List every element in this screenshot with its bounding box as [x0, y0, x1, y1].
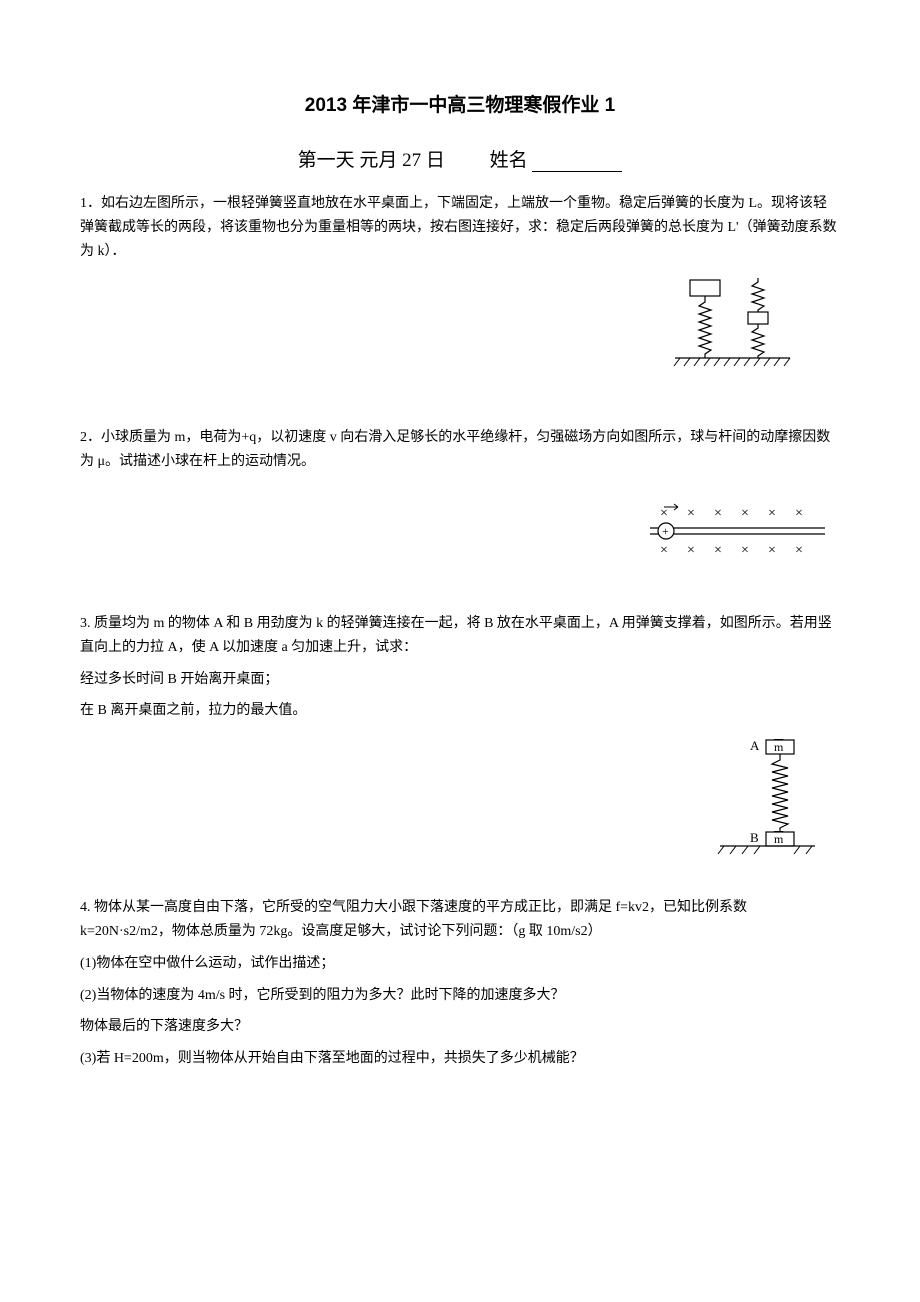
name-label: 姓名 [490, 150, 528, 171]
q3-line3: 在 B 离开桌面之前，拉力的最大值。 [80, 699, 840, 723]
svg-text:×: × [714, 506, 722, 521]
page-container: 2013 年津市一中高三物理寒假作业 1 第一天 元月 27 日 姓名 1．如右… [0, 0, 920, 1151]
q4-line2: (1)物体在空中做什么运动，试作出描述； [80, 952, 840, 976]
svg-text:A: A [750, 738, 760, 753]
svg-text:m: m [774, 740, 784, 754]
svg-text:×: × [741, 506, 749, 521]
q3-line2: 经过多长时间 B 开始离开桌面； [80, 668, 840, 692]
q3-line1: 3. 质量均为 m 的物体 A 和 B 用劲度为 k 的轻弹簧连接在一起，将 B… [80, 612, 840, 660]
q1-text: 1．如右边左图所示，一根轻弹簧竖直地放在水平桌面上，下端固定，上端放一个重物。稳… [80, 192, 840, 263]
question-3: 3. 质量均为 m 的物体 A 和 B 用劲度为 k 的轻弹簧连接在一起，将 B… [80, 612, 840, 866]
svg-text:×: × [687, 506, 695, 521]
name-blank-line [532, 171, 622, 172]
svg-text:×: × [660, 506, 668, 521]
q2-text: 2．小球质量为 m，电荷为+q，以初速度 v 向右滑入足够长的水平绝缘杆，匀强磁… [80, 426, 840, 474]
svg-text:×: × [741, 543, 749, 558]
question-4: 4. 物体从某一高度自由下落，它所受的空气阻力大小跟下落速度的平方成正比，即满足… [80, 896, 840, 1071]
q1-diagram [670, 276, 810, 376]
q4-line5: (3)若 H=200m，则当物体从开始自由下落至地面的过程中，共损失了多少机械能… [80, 1047, 840, 1071]
svg-text:×: × [795, 506, 803, 521]
day-label: 第一天 元月 27 日 [298, 150, 445, 171]
svg-text:×: × [768, 506, 776, 521]
subtitle-line: 第一天 元月 27 日 姓名 [80, 145, 840, 172]
svg-text:×: × [687, 543, 695, 558]
svg-text:×: × [768, 543, 776, 558]
q4-line4: 物体最后的下落速度多大？ [80, 1015, 840, 1039]
svg-text:m: m [774, 832, 784, 846]
question-2: 2．小球质量为 m，电荷为+q，以初速度 v 向右滑入足够长的水平绝缘杆，匀强磁… [80, 426, 840, 562]
q4-line3: (2)当物体的速度为 4m/s 时，它所受到的阻力为多大？此时下降的加速度多大？ [80, 984, 840, 1008]
q2-diagram: × × × × × × + × × × × × [650, 502, 830, 562]
svg-text:×: × [795, 543, 803, 558]
q3-diagram: A m B m [710, 736, 820, 866]
page-title: 2013 年津市一中高三物理寒假作业 1 [80, 90, 840, 117]
svg-text:×: × [714, 543, 722, 558]
svg-text:B: B [750, 830, 759, 845]
q4-line1: 4. 物体从某一高度自由下落，它所受的空气阻力大小跟下落速度的平方成正比，即满足… [80, 896, 840, 944]
question-1: 1．如右边左图所示，一根轻弹簧竖直地放在水平桌面上，下端固定，上端放一个重物。稳… [80, 192, 840, 376]
svg-text:+: + [662, 524, 669, 538]
svg-text:×: × [660, 543, 668, 558]
